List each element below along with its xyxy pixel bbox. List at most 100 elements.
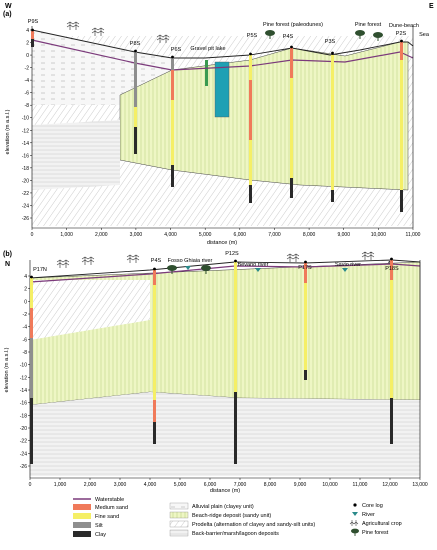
y-tick-label: -18 [22, 166, 29, 172]
well-segment [134, 127, 137, 154]
well-segment [290, 178, 293, 198]
agricultural-crop-icon [361, 251, 375, 260]
y-tick-label: -22 [22, 191, 29, 197]
y-tick-label: 2 [24, 287, 27, 293]
y-tick-label: -6 [25, 91, 30, 97]
well-segment [249, 80, 252, 140]
legend-agricultural-crop-icon [349, 520, 359, 526]
well-segment [304, 283, 307, 370]
pine-forest-label: Pine forest [355, 22, 382, 28]
panel-a-x-ticks: 0 1,000 2,000 3,000 4,000 5,000 6,000 7,000 8,00… [31, 228, 421, 238]
panel-a-y-axis-label: elevation (m a.s.l.) [5, 109, 11, 154]
agricultural-crop-icon [66, 21, 80, 30]
well-label: P5S [247, 33, 258, 39]
well-segment [31, 39, 34, 47]
well-segment [249, 185, 252, 203]
legend-alluvial-swatch [169, 502, 189, 510]
well-segment [390, 280, 393, 398]
x-tick-label: 3,000 [130, 232, 143, 238]
legend-core-log-label: Core log [362, 503, 383, 509]
well-p6s: P6S [171, 47, 182, 187]
y-tick-label: -8 [23, 350, 28, 356]
well-segment [400, 190, 403, 212]
pine-forest-icon [373, 32, 383, 41]
y-tick-label: -12 [20, 375, 27, 381]
well-segment [400, 60, 403, 190]
well-p2s: P2S [396, 31, 407, 212]
y-tick-label: -8 [25, 103, 30, 109]
core-log-marker [30, 275, 33, 279]
legend-silt-swatch [73, 522, 91, 528]
agricultural-crop-icon [126, 254, 140, 263]
legend-clay-swatch [73, 531, 91, 537]
river-icon [185, 266, 191, 270]
core-log-marker [249, 52, 252, 56]
well-label: P18S [385, 266, 399, 272]
well-segment [30, 308, 33, 338]
x-tick-label: 3,000 [114, 482, 127, 488]
core-log-marker [304, 260, 307, 264]
legend-beach-ridge-swatch [169, 511, 189, 519]
panel-a-back-barrier [32, 120, 120, 190]
legend-waterstable-label: Waterstable [95, 497, 124, 503]
agricultural-crop-icon [286, 253, 300, 262]
gravel-pit-label: Gravel pit lake [190, 46, 225, 52]
well-p3s: P3S [325, 39, 336, 202]
x-tick-label: 2,000 [84, 482, 97, 488]
well-segment [304, 370, 307, 380]
core-log-marker [331, 51, 334, 55]
panel-b-y-ticks: 4 2 0 -2 -4 -6 -8 -10 -12 -14 -16 -18 -20 -22 -24 -26 [20, 274, 30, 470]
legend-beach-ridge-label: Beach-ridge deposit (sandy unit) [192, 513, 271, 519]
x-tick-label: 7,000 [268, 232, 281, 238]
well-segment [153, 400, 156, 422]
savio-label: Savio river [335, 262, 361, 268]
gravel-pit-edge [205, 60, 208, 86]
agricultural-crop-icon [91, 27, 105, 36]
x-tick-label: 1,000 [54, 482, 67, 488]
panel-b-x-axis-label: distance (m) [210, 488, 240, 494]
well-segment [153, 422, 156, 444]
y-tick-label: -2 [23, 312, 28, 318]
panel-a-left-direction: W [5, 3, 12, 10]
y-tick-label: -14 [20, 388, 27, 394]
well-segment [30, 278, 33, 308]
well-segment [304, 263, 307, 283]
x-tick-label: 11,000 [406, 232, 421, 238]
well-label: P3S [325, 39, 336, 45]
core-log-marker [31, 28, 34, 32]
y-tick-label: -16 [22, 153, 29, 159]
core-log-marker [171, 55, 174, 59]
agricultural-crop-icon [81, 256, 95, 265]
y-tick-label: -18 [20, 413, 27, 419]
well-label: P17S [298, 265, 312, 271]
legend-back-barrier-label: Back-barrier/marsh/lagoon deposits [192, 531, 279, 537]
well-label: P4S [151, 258, 162, 264]
well-segment [390, 260, 393, 280]
well-segment [171, 70, 174, 100]
y-tick-label: 2 [26, 41, 29, 47]
well-segment [331, 55, 334, 190]
x-tick-label: 9,000 [337, 232, 350, 238]
y-tick-label: -10 [20, 363, 27, 369]
legend-river-icon [352, 512, 358, 516]
panel-b: (b) N S 420-2-4-6-8-10-12-14-16-18-20-22… [3, 251, 428, 494]
legend-prodelta-label: Prodelta (alternation of clayey and sand… [192, 522, 315, 528]
x-tick-label: 9,000 [294, 482, 307, 488]
core-log-marker [234, 259, 237, 263]
core-log-marker [134, 49, 137, 53]
pine-forest-icon [265, 30, 275, 39]
panel-b-x-ticks: 0 1,000 2,000 3,000 4,000 5,000 6,000 7,000 8,00… [29, 478, 428, 488]
x-tick-label: 6,000 [234, 232, 247, 238]
pine-forest-paleodunes-label: Pine forest (paleodunes) [263, 22, 323, 28]
y-tick-label: -20 [22, 178, 29, 184]
x-tick-label: 10,000 [322, 482, 338, 488]
x-tick-label: 4,000 [144, 482, 157, 488]
legend: Waterstable Medium sand Fine sand Silt C… [73, 497, 402, 538]
well-label: P2S [396, 31, 407, 37]
well-p12s: P12S [225, 251, 239, 464]
y-tick-label: -26 [22, 216, 29, 222]
well-segment [234, 392, 237, 464]
y-tick-label: -2 [25, 66, 30, 72]
well-segment [134, 52, 137, 107]
